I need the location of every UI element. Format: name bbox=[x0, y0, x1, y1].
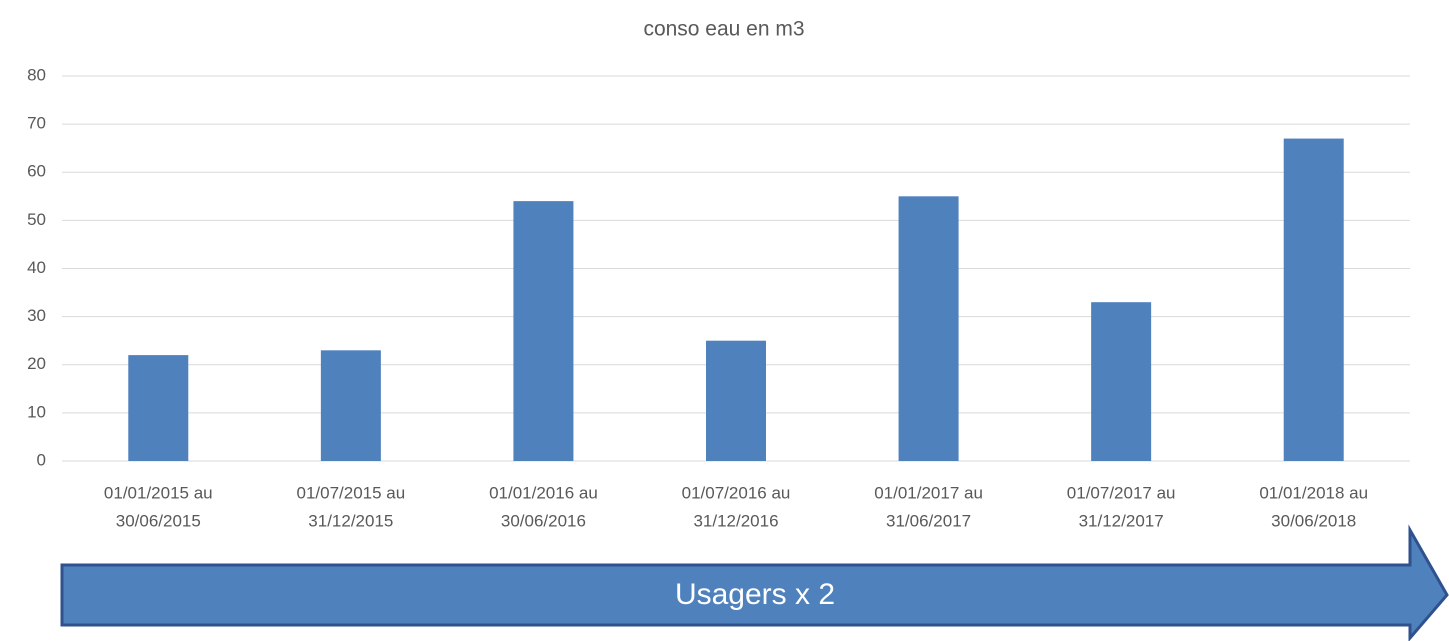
x-tick-label: 01/01/2018 au bbox=[1259, 483, 1368, 502]
bar bbox=[898, 196, 959, 461]
bar bbox=[128, 355, 189, 461]
bar bbox=[320, 350, 381, 461]
x-tick-label: 01/01/2017 au bbox=[874, 483, 983, 502]
y-tick-label: 20 bbox=[27, 354, 46, 373]
x-tick-label: 31/06/2017 bbox=[886, 511, 971, 530]
bar bbox=[1283, 138, 1344, 461]
bar bbox=[1091, 302, 1152, 461]
arrow bbox=[60, 524, 1449, 641]
bar bbox=[513, 201, 574, 461]
x-tick-label: 31/12/2017 bbox=[1079, 511, 1164, 530]
x-tick-label: 01/07/2016 au bbox=[682, 483, 791, 502]
x-tick-label: 01/07/2015 au bbox=[296, 483, 405, 502]
x-tick-label: 01/01/2016 au bbox=[489, 483, 598, 502]
x-tick-label: 01/07/2017 au bbox=[1067, 483, 1176, 502]
y-tick-label: 70 bbox=[27, 114, 46, 133]
y-tick-label: 60 bbox=[27, 162, 46, 181]
y-tick-label: 50 bbox=[27, 210, 46, 229]
chart-title: conso eau en m3 bbox=[643, 18, 804, 41]
y-tick-label: 40 bbox=[27, 258, 46, 277]
x-tick-label: 30/06/2015 bbox=[116, 511, 201, 530]
y-tick-label: 30 bbox=[27, 306, 46, 325]
x-tick-label: 30/06/2016 bbox=[501, 511, 586, 530]
x-tick-label: 31/12/2015 bbox=[308, 511, 393, 530]
x-tick-label: 30/06/2018 bbox=[1271, 511, 1356, 530]
x-tick-label: 01/01/2015 au bbox=[104, 483, 213, 502]
y-tick-label: 10 bbox=[27, 402, 46, 421]
x-tick-label: 31/12/2016 bbox=[693, 511, 778, 530]
y-tick-label: 80 bbox=[27, 65, 46, 84]
annotation: Usagers x 2 bbox=[675, 578, 835, 611]
bar bbox=[706, 340, 766, 461]
y-tick-label: 0 bbox=[37, 450, 46, 469]
